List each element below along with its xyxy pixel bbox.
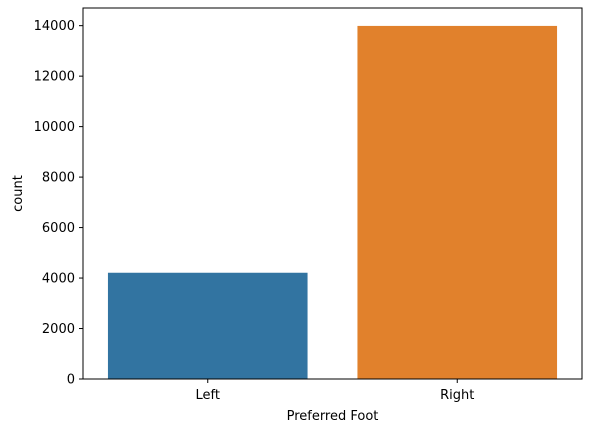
y-axis-ticks: 0 2000 4000 6000 8000 10000 12000 14000 xyxy=(34,19,83,388)
x-axis-label: Preferred Foot xyxy=(287,409,379,424)
y-tick-label: 10000 xyxy=(34,120,75,135)
x-axis-ticks: Left Right xyxy=(196,379,474,403)
bar-left xyxy=(107,272,308,379)
y-tick-label: 14000 xyxy=(34,19,75,34)
y-tick-label: 0 xyxy=(67,373,75,388)
x-tick-label: Right xyxy=(440,388,474,403)
y-tick-label: 12000 xyxy=(34,70,75,85)
plot-frame xyxy=(82,7,583,380)
bar-right xyxy=(357,25,558,380)
y-tick-label: 6000 xyxy=(42,221,75,236)
y-tick-label: 4000 xyxy=(42,272,75,287)
y-tick-label: 2000 xyxy=(42,322,75,337)
bars xyxy=(107,25,558,380)
x-tick-label: Left xyxy=(196,388,220,403)
y-axis-label: count xyxy=(11,175,26,212)
y-tick-label: 8000 xyxy=(42,171,75,186)
